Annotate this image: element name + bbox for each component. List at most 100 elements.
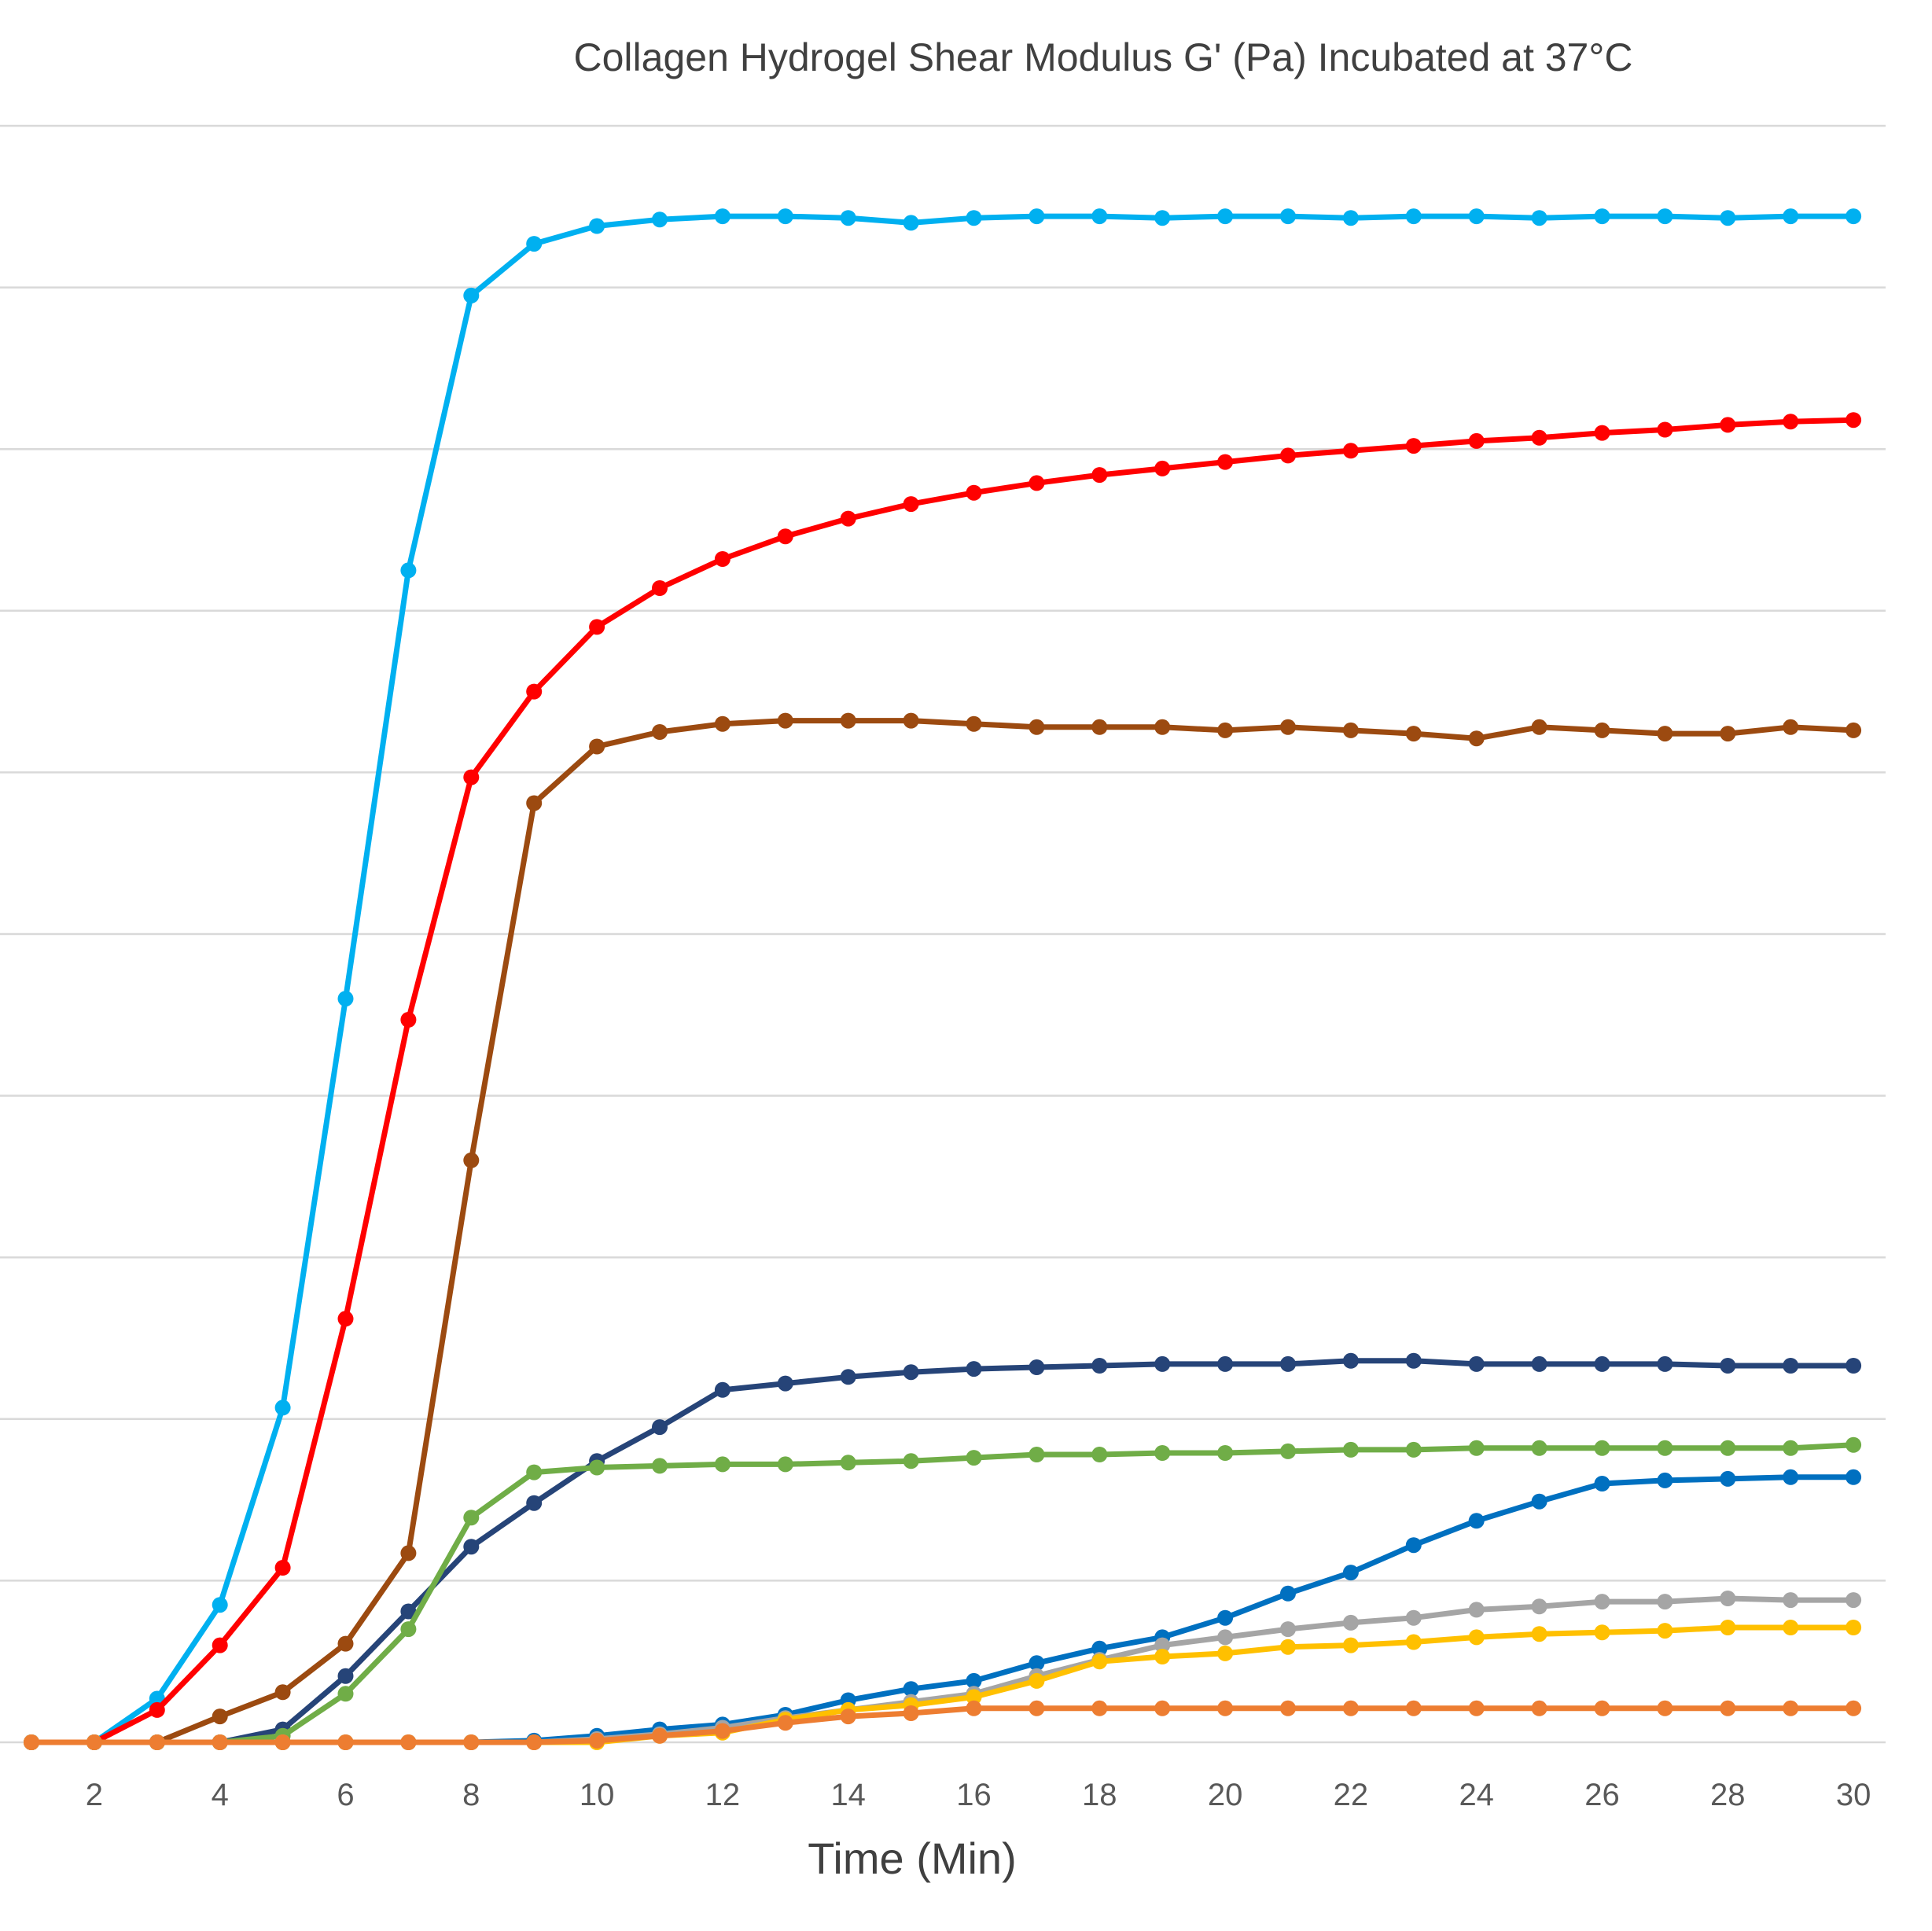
series-8-point-0 — [24, 1734, 39, 1750]
series-0-point-17 — [1091, 208, 1108, 225]
series-1-point-18 — [1154, 460, 1171, 476]
series-1-point-24 — [1531, 429, 1547, 446]
series-1-point-20 — [1280, 447, 1296, 464]
series-3-point-19 — [1217, 1355, 1234, 1372]
series-4-point-24 — [1531, 1440, 1547, 1456]
series-8-point-22 — [1405, 1700, 1422, 1716]
series-4-point-25 — [1594, 1440, 1610, 1456]
series-0-point-7 — [463, 287, 480, 303]
series-4-point-8 — [526, 1464, 543, 1480]
series-8-point-13 — [840, 1708, 856, 1725]
series-1-point-29 — [1846, 412, 1862, 428]
series-3-point-10 — [652, 1419, 668, 1436]
series-4-point-7 — [463, 1510, 480, 1526]
x-tick-label-5: 12 — [705, 1778, 741, 1812]
series-3-point-24 — [1531, 1355, 1547, 1372]
series-1-point-28 — [1783, 414, 1799, 430]
series-8-point-14 — [903, 1705, 919, 1721]
series-4-point-27 — [1720, 1440, 1736, 1456]
series-1-point-22 — [1405, 438, 1422, 454]
series-6-point-18 — [1154, 1637, 1171, 1653]
series-6-point-29 — [1846, 1592, 1862, 1609]
series-3 — [24, 1352, 1862, 1750]
series-1-point-8 — [526, 683, 543, 700]
series-2-line — [28, 718, 1857, 1745]
series-2-point-25 — [1594, 722, 1610, 738]
series-1-point-12 — [777, 528, 793, 545]
series-3-point-7 — [463, 1539, 480, 1555]
series-8-point-18 — [1154, 1700, 1171, 1716]
series-1-point-13 — [840, 510, 856, 527]
series-4-point-28 — [1783, 1440, 1799, 1456]
series-3-point-14 — [903, 1364, 919, 1381]
series-0-point-13 — [840, 210, 856, 226]
series-7-point-15 — [966, 1689, 982, 1705]
series-5-point-25 — [1594, 1476, 1610, 1491]
series-2-point-18 — [1154, 719, 1171, 735]
series-5-point-22 — [1405, 1537, 1422, 1554]
series-0-point-3 — [212, 1597, 228, 1613]
x-tick-label-3: 8 — [462, 1778, 480, 1812]
series-1-line — [28, 417, 1857, 1745]
series-7-point-23 — [1468, 1629, 1485, 1646]
series-5-point-28 — [1783, 1469, 1799, 1485]
series-2-point-4 — [274, 1684, 291, 1701]
series-1-point-23 — [1468, 432, 1485, 449]
series-2-point-8 — [526, 795, 543, 811]
series-8-point-6 — [400, 1734, 417, 1750]
series-3-point-6 — [400, 1603, 417, 1620]
series-1 — [24, 412, 1862, 1750]
series-1-point-6 — [400, 1012, 417, 1028]
series-8-point-7 — [463, 1734, 480, 1750]
series-8-point-23 — [1468, 1700, 1485, 1716]
x-tick-label-9: 20 — [1208, 1778, 1243, 1812]
series-0-point-9 — [589, 218, 605, 234]
series-4-point-6 — [400, 1621, 417, 1638]
series-0-point-10 — [652, 211, 668, 228]
series-4-point-16 — [1029, 1447, 1045, 1462]
series-2-point-16 — [1029, 719, 1045, 735]
series-5-point-19 — [1217, 1609, 1234, 1626]
series-4-point-20 — [1280, 1443, 1296, 1459]
series-7-point-28 — [1783, 1620, 1799, 1635]
series-3-point-15 — [966, 1361, 982, 1377]
series-3-point-18 — [1154, 1355, 1171, 1372]
x-tick-label-14: 30 — [1836, 1778, 1871, 1812]
series-0-point-27 — [1720, 210, 1736, 226]
series-0-point-12 — [777, 208, 793, 225]
series-2-point-22 — [1405, 726, 1422, 742]
series-3-point-25 — [1594, 1355, 1610, 1372]
series-7-point-22 — [1405, 1634, 1422, 1650]
series-5-point-24 — [1531, 1493, 1547, 1510]
series-0-point-25 — [1594, 208, 1610, 225]
x-tick-label-6: 14 — [830, 1778, 866, 1812]
series-4-line — [28, 1442, 1857, 1745]
series-5-point-27 — [1720, 1470, 1736, 1487]
series-8 — [24, 1700, 1862, 1750]
series-0 — [24, 208, 1862, 1750]
series-8-point-1 — [86, 1734, 102, 1750]
series-6-point-25 — [1594, 1594, 1610, 1610]
series-0-point-28 — [1783, 208, 1799, 225]
series-layer — [24, 208, 1862, 1750]
series-1-point-2 — [149, 1701, 165, 1718]
series-8-point-24 — [1531, 1700, 1547, 1716]
series-8-point-19 — [1217, 1700, 1234, 1716]
series-0-point-21 — [1342, 210, 1359, 226]
series-1-point-26 — [1657, 421, 1673, 438]
series-8-point-8 — [526, 1734, 543, 1750]
series-2-point-29 — [1846, 722, 1862, 738]
series-5-point-21 — [1342, 1565, 1359, 1581]
series-8-point-29 — [1846, 1700, 1862, 1716]
series-6-point-28 — [1783, 1592, 1799, 1609]
series-2-point-15 — [966, 715, 982, 732]
series-6-point-23 — [1468, 1602, 1485, 1618]
series-4-point-29 — [1846, 1436, 1862, 1453]
series-3-point-22 — [1405, 1352, 1422, 1369]
series-1-point-10 — [652, 580, 668, 596]
x-tick-label-2: 6 — [337, 1778, 354, 1812]
series-4-point-15 — [966, 1450, 982, 1466]
series-4-point-26 — [1657, 1440, 1673, 1456]
series-3-point-8 — [526, 1495, 543, 1511]
